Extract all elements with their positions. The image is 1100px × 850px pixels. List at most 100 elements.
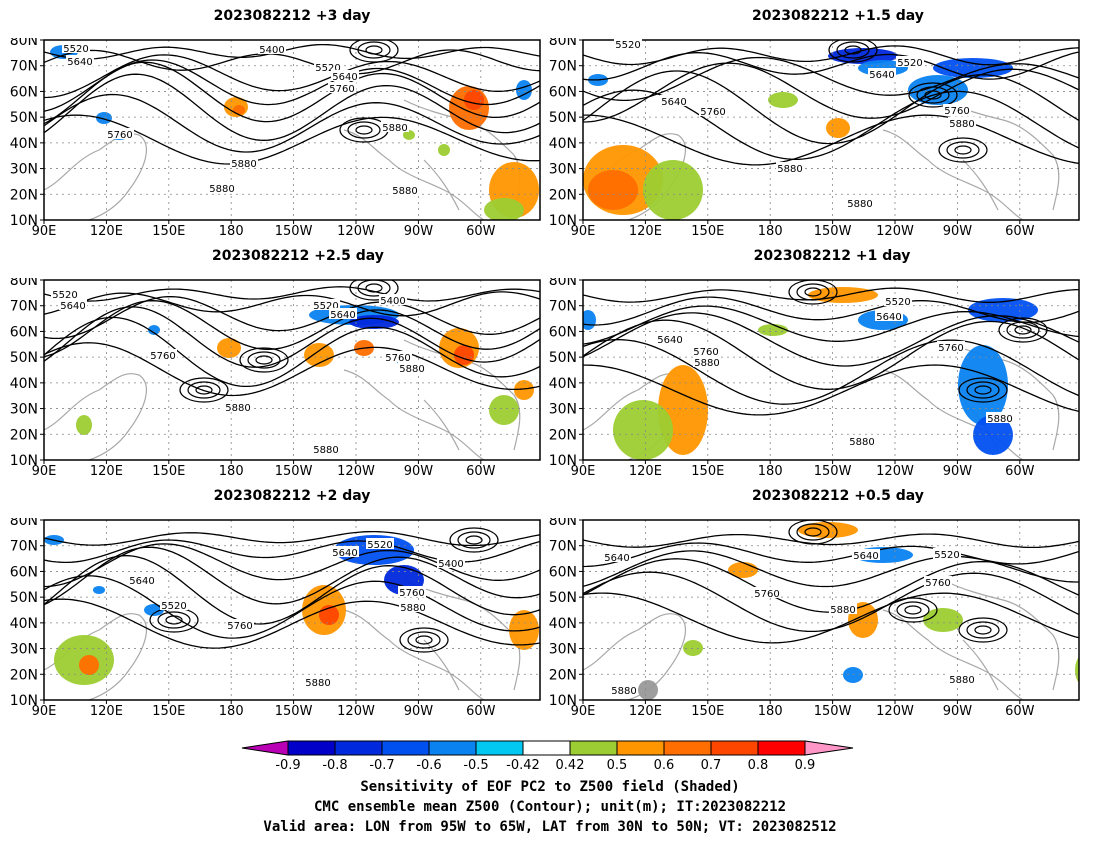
contour-label: 5880 <box>400 603 425 614</box>
contour-label-bg <box>51 288 79 299</box>
lon-label: 90W <box>404 224 434 239</box>
lon-label: 60W <box>466 224 496 239</box>
contour-label: 5520 <box>885 297 910 308</box>
contour-label: 5880 <box>305 678 330 689</box>
panel-title: 2023082212 +2 day <box>213 488 371 504</box>
z500-closed-contour <box>954 145 972 155</box>
z500-contour <box>583 296 1079 326</box>
z500-closed-contour <box>836 41 870 59</box>
lat-label: 10N <box>549 453 577 469</box>
z500-contour <box>44 114 540 165</box>
contour-label-bg <box>230 157 258 168</box>
contour-label-bg <box>693 356 721 367</box>
colorbar-bin <box>287 740 336 756</box>
lat-label: 60N <box>549 324 577 340</box>
sensitivity-shading <box>484 198 524 220</box>
lat-label: 30N <box>549 162 577 178</box>
sensitivity-shading <box>923 608 963 632</box>
contour-label-bg <box>329 308 357 319</box>
contour-label: 5640 <box>60 301 85 312</box>
z500-closed-contour <box>904 605 922 615</box>
lon-label: 150W <box>275 704 313 719</box>
lon-label: 90E <box>32 464 57 479</box>
contour-label: 5760 <box>329 84 354 95</box>
map-frame <box>43 39 541 221</box>
lon-label: 90W <box>943 704 973 719</box>
lon-label: 90W <box>404 464 434 479</box>
lon-label: 150W <box>814 464 852 479</box>
contour-label-bg <box>656 333 684 344</box>
contour-label-bg <box>59 299 87 310</box>
z500-closed-contour <box>179 377 229 403</box>
sensitivity-shading <box>93 586 105 594</box>
contour-label-bg <box>868 68 896 79</box>
colorbar-tick-label: -0.8 <box>322 758 347 769</box>
z500-closed-contour <box>916 86 950 104</box>
lon-label: 120E <box>90 704 123 719</box>
panel-title: 2023082212 +3 day <box>213 8 371 24</box>
contour-label: 5640 <box>330 310 355 321</box>
lon-label: 150E <box>691 464 724 479</box>
contour-label-bg <box>328 82 356 93</box>
z500-contour <box>583 592 1079 644</box>
contour-label-bg <box>314 61 342 72</box>
contour-label: 5520 <box>934 550 959 561</box>
contour-label-bg <box>398 586 426 597</box>
contour-label-bg <box>149 349 177 360</box>
contour-label-bg <box>660 95 688 106</box>
z500-contour <box>44 93 540 153</box>
lon-label: 120E <box>629 704 662 719</box>
colorbar: -0.9 -0.8 -0.7 -0.6 -0.5 -0.42 0.42 0.5 0.6 0.7 0.… <box>241 740 854 769</box>
contour-label: 5880 <box>830 605 855 616</box>
lon-label: 120W <box>876 464 914 479</box>
z500-closed-contour <box>1006 321 1040 339</box>
z500-closed-contour <box>255 355 273 365</box>
lat-label: 80N <box>549 518 577 529</box>
lat-label: 50N <box>10 590 38 606</box>
lat-label: 70N <box>549 299 577 315</box>
colorbar-bin <box>475 740 524 756</box>
z500-closed-contour <box>165 615 183 625</box>
lat-label: 20N <box>10 667 38 683</box>
z500-contour <box>44 61 540 125</box>
z500-contour <box>44 316 540 388</box>
lon-label: 90W <box>404 704 434 719</box>
sensitivity-shading <box>588 170 638 210</box>
sensitivity-shading <box>933 58 1013 78</box>
contour-label: 5760 <box>399 588 424 599</box>
contour-label: 5400 <box>259 45 284 56</box>
contour-label-bg <box>829 603 857 614</box>
contour-label-bg <box>614 38 642 49</box>
contour-label: 5400 <box>380 296 405 307</box>
contour-label-bg <box>379 294 407 305</box>
z500-closed-contour <box>415 635 433 645</box>
z500-contour <box>583 114 1079 166</box>
contour-label-bg <box>398 362 426 373</box>
lat-label: 40N <box>10 376 38 392</box>
contour-label: 5520 <box>615 40 640 51</box>
lat-label: 70N <box>10 59 38 75</box>
z500-closed-contour <box>449 527 499 553</box>
z500-closed-contour <box>974 385 992 395</box>
contour-label-bg <box>848 435 876 446</box>
z500-closed-contour <box>924 90 942 100</box>
z500-closed-contour <box>788 520 838 545</box>
lat-label: 30N <box>10 402 38 418</box>
contour-label: 5760 <box>693 347 718 358</box>
lon-label: 90W <box>943 464 973 479</box>
z500-contour <box>44 342 540 397</box>
lon-label: 60W <box>466 704 496 719</box>
lon-label: 180 <box>219 704 244 719</box>
sensitivity-shading <box>826 118 850 138</box>
contour-label: 5640 <box>876 312 901 323</box>
map-frame <box>582 519 1080 701</box>
contour-label-bg <box>948 673 976 684</box>
lat-label: 30N <box>10 642 38 658</box>
lat-label: 40N <box>549 136 577 152</box>
z500-closed-contour <box>365 45 383 55</box>
lat-label: 40N <box>10 616 38 632</box>
z500-closed-contour <box>888 597 938 623</box>
map-frame <box>43 519 541 701</box>
